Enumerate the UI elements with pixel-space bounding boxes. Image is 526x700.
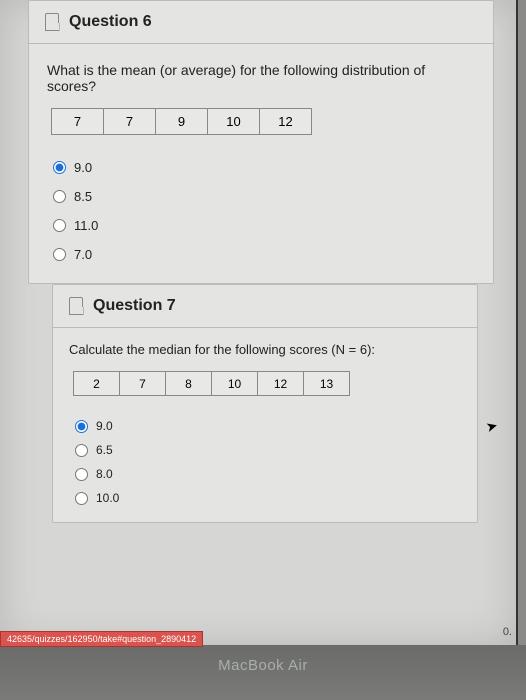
score-cell: 10 [208,109,260,135]
score-cell: 13 [304,372,350,396]
option-label: 11.0 [74,218,98,233]
question-7-options: 9.0 6.5 8.0 10.0 [75,414,461,510]
score-cell: 9 [156,109,208,135]
score-cell: 12 [258,372,304,396]
option-row[interactable]: 10.0 [75,486,461,510]
option-label: 7.0 [74,247,92,262]
question-6-card: Question 6 What is the mean (or average)… [28,0,494,284]
score-cell: 7 [52,109,104,135]
question-6-prompt: What is the mean (or average) for the fo… [47,62,475,94]
radio-input[interactable] [75,420,88,433]
laptop-bezel: MacBook Air [0,645,526,700]
option-row[interactable]: 8.5 [53,182,475,211]
score-cell: 7 [120,372,166,396]
question-7-header: Question 7 [53,285,477,328]
score-cell: 8 [166,372,212,396]
radio-input[interactable] [53,190,66,203]
question-6-header: Question 6 [29,1,493,44]
option-label: 6.5 [96,443,113,457]
radio-input[interactable] [75,492,88,505]
laptop-brand: MacBook Air [218,657,308,674]
radio-input[interactable] [75,444,88,457]
option-row[interactable]: 6.5 [75,438,461,462]
option-row[interactable]: 8.0 [75,462,461,486]
question-6-options: 9.0 8.5 11.0 7.0 [53,153,475,269]
question-6-title: Question 6 [69,13,152,31]
score-cell: 7 [104,109,156,135]
option-label: 8.0 [96,467,113,481]
option-label: 10.0 [96,491,119,505]
option-row[interactable]: 9.0 [53,153,475,182]
score-cell: 12 [260,109,312,135]
option-label: 9.0 [96,419,113,433]
question-7-body: Calculate the median for the following s… [53,328,477,522]
bookmark-icon[interactable] [45,13,59,31]
radio-input[interactable] [53,248,66,261]
question-7-table: 2 7 8 10 12 13 [73,371,350,396]
question-7-card: Question 7 Calculate the median for the … [52,284,478,523]
url-hover-tooltip: 42635/quizzes/162950/take#question_28904… [0,631,203,647]
option-row[interactable]: 11.0 [53,211,475,240]
score-cell: 2 [74,372,120,396]
option-row[interactable]: 9.0 [75,414,461,438]
radio-input[interactable] [53,219,66,232]
page-corner-text: 0. [503,626,512,638]
option-row[interactable]: 7.0 [53,240,475,269]
radio-input[interactable] [53,161,66,174]
question-6-table: 7 7 9 10 12 [51,108,312,135]
question-7-title: Question 7 [93,297,176,315]
radio-input[interactable] [75,468,88,481]
option-label: 9.0 [74,160,92,175]
score-cell: 10 [212,372,258,396]
bookmark-icon[interactable] [69,297,83,315]
question-7-prompt: Calculate the median for the following s… [69,342,461,357]
quiz-page: Question 6 What is the mean (or average)… [0,0,518,645]
option-label: 8.5 [74,189,92,204]
question-6-body: What is the mean (or average) for the fo… [29,44,493,283]
